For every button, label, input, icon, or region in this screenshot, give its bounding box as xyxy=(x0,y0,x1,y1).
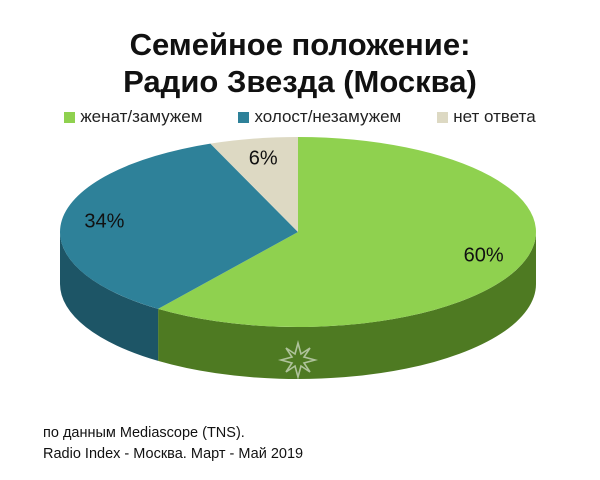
source-line-2: Radio Index - Москва. Март - Май 2019 xyxy=(43,446,304,462)
legend-swatch-single xyxy=(238,111,250,123)
pie-side-single xyxy=(60,232,159,361)
legend-label-married: женат/замужем xyxy=(80,107,203,126)
pie-labels: 60% 34% 6% xyxy=(84,147,503,266)
source-note: по данным Mediascope (TNS). Radio Index … xyxy=(43,423,303,465)
chart-legend: женат/замужем холост/незамужем нет ответ… xyxy=(0,107,600,127)
chart-title-line-1: Семейное положение: xyxy=(129,27,471,62)
legend-item-no-answer: нет ответа xyxy=(437,107,536,127)
data-label-single: 34% xyxy=(84,211,124,233)
data-label-no-answer: 6% xyxy=(249,147,278,169)
watermark-text: ALLEN MEDIA xyxy=(234,389,362,406)
watermark-star-icon xyxy=(277,339,319,381)
source-line-1: по данным Mediascope (TNS). xyxy=(43,425,245,441)
legend-label-single: холост/незамужем xyxy=(254,107,402,126)
data-label-married: 60% xyxy=(464,244,504,266)
pie-side-married xyxy=(158,232,536,379)
legend-label-no-answer: нет ответа xyxy=(453,107,536,126)
chart-title: Семейное положение: Радио Звезда (Москва… xyxy=(0,26,600,100)
legend-swatch-married xyxy=(64,111,76,123)
chart-title-line-2: Радио Звезда (Москва) xyxy=(123,64,477,99)
pie-slice-no-answer xyxy=(210,137,298,232)
pie-slice-single xyxy=(59,143,298,309)
pie-slice-married xyxy=(158,137,536,327)
pie-sides xyxy=(60,232,536,379)
pie-tops xyxy=(59,137,536,327)
legend-swatch-no-answer xyxy=(437,111,449,123)
legend-item-single: холост/незамужем xyxy=(238,107,401,127)
watermark: ALLEN MEDIA xyxy=(234,339,362,406)
legend-item-married: женат/замужем xyxy=(64,107,202,127)
